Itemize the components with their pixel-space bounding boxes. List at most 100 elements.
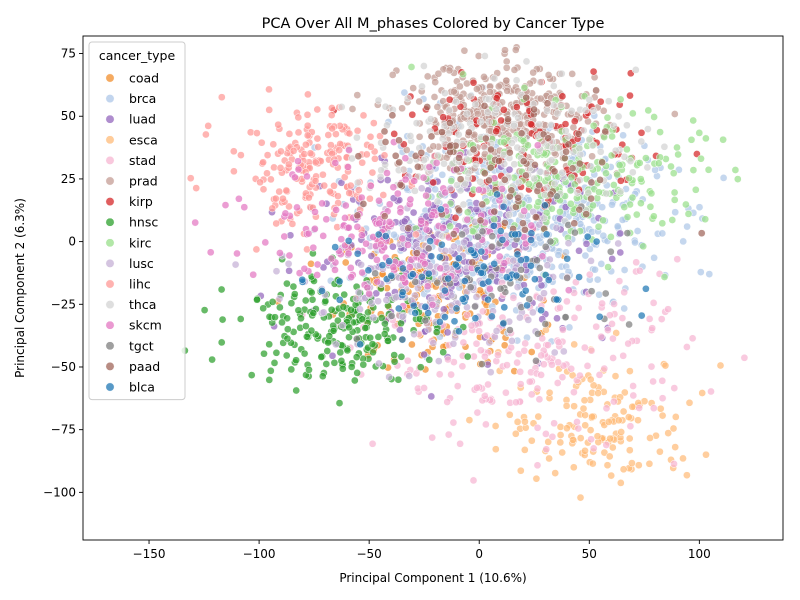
point-lusc	[338, 321, 347, 330]
point-blca	[381, 232, 390, 240]
axis-ticks: −150 −100 −50 0 50 100 −100 −75 −50 −25 0 25 50 75	[43, 47, 711, 561]
point-paad	[543, 99, 552, 108]
point-lusc	[529, 308, 537, 317]
point-skcm	[332, 206, 340, 214]
point-lihc	[366, 132, 375, 141]
point-esca	[620, 388, 629, 397]
point-thca	[348, 154, 356, 163]
point-stad	[428, 433, 437, 442]
point-hnsc	[384, 337, 392, 345]
point-esca	[619, 465, 628, 474]
point-hnsc	[397, 352, 406, 361]
point-paad	[486, 163, 495, 172]
y-tick-label: −75	[51, 423, 76, 437]
point-kirc	[620, 203, 629, 211]
point-kirc	[731, 166, 740, 174]
point-blca	[385, 257, 394, 266]
point-lihc	[268, 204, 277, 213]
legend-label: paad	[129, 359, 160, 374]
point-thca	[513, 143, 522, 152]
point-kirp	[558, 92, 567, 101]
point-prad	[473, 85, 481, 93]
point-prad	[568, 70, 577, 78]
point-kirc	[684, 210, 693, 218]
point-paad	[446, 119, 454, 127]
point-luad	[427, 392, 436, 401]
point-lihc	[285, 202, 293, 211]
legend-marker	[105, 176, 115, 186]
point-hnsc	[397, 319, 405, 328]
point-lihc	[269, 140, 278, 149]
point-thca	[609, 121, 618, 130]
point-lihc	[379, 191, 388, 199]
point-stad	[542, 445, 551, 454]
point-luad	[389, 242, 397, 251]
point-stad	[533, 384, 542, 393]
point-blca	[353, 249, 362, 258]
point-kirp	[439, 113, 448, 122]
point-hnsc	[425, 355, 434, 364]
point-lusc	[564, 239, 573, 248]
point-thca	[588, 141, 597, 150]
point-stad	[540, 360, 548, 369]
point-thca	[558, 168, 567, 177]
point-lusc	[231, 260, 240, 269]
point-kirc	[649, 212, 658, 221]
point-paad	[500, 175, 509, 184]
point-paad	[546, 190, 555, 199]
point-thca	[454, 130, 463, 139]
point-lihc	[328, 104, 336, 112]
point-lihc	[368, 168, 377, 177]
point-hnsc	[361, 324, 370, 332]
point-esca	[603, 461, 612, 470]
point-skcm	[206, 248, 215, 257]
point-skcm	[311, 208, 319, 216]
point-lihc	[303, 131, 312, 140]
point-lusc	[369, 313, 378, 322]
point-lusc	[450, 242, 458, 251]
point-skcm	[235, 194, 243, 203]
point-stad	[647, 362, 656, 371]
point-esca	[619, 407, 628, 416]
point-lihc	[330, 181, 338, 190]
point-brca	[658, 229, 667, 238]
point-stad	[544, 341, 552, 349]
point-thca	[561, 127, 570, 135]
point-lihc	[289, 147, 298, 155]
point-thca	[426, 115, 435, 123]
point-esca	[521, 417, 529, 426]
point-paad	[562, 147, 570, 156]
point-skcm	[261, 238, 270, 247]
point-skcm	[485, 284, 494, 293]
point-lihc	[288, 220, 297, 228]
point-esca	[513, 418, 522, 426]
point-esca	[600, 448, 609, 457]
point-hnsc	[294, 306, 303, 315]
point-skcm	[373, 277, 382, 286]
point-hnsc	[317, 353, 326, 361]
legend-item-blca: blca	[105, 380, 155, 395]
point-skcm	[344, 249, 353, 258]
point-esca	[625, 434, 634, 443]
point-lusc	[354, 288, 363, 297]
point-hnsc	[345, 323, 353, 332]
point-esca	[570, 340, 579, 349]
point-thca	[418, 82, 426, 91]
point-esca	[588, 412, 596, 421]
point-luad	[575, 246, 583, 255]
point-stad	[740, 353, 749, 362]
point-stad	[521, 339, 530, 348]
point-luad	[420, 350, 428, 359]
point-prad	[503, 86, 512, 95]
point-esca	[698, 389, 707, 397]
point-skcm	[346, 264, 355, 272]
point-skcm	[319, 232, 328, 240]
point-blca	[458, 295, 467, 303]
point-paad	[697, 229, 706, 238]
legend-marker	[105, 155, 115, 165]
point-blca	[537, 306, 545, 315]
point-lusc	[417, 184, 426, 193]
point-stad	[610, 397, 618, 406]
point-prad	[670, 110, 679, 118]
point-paad	[354, 152, 363, 161]
